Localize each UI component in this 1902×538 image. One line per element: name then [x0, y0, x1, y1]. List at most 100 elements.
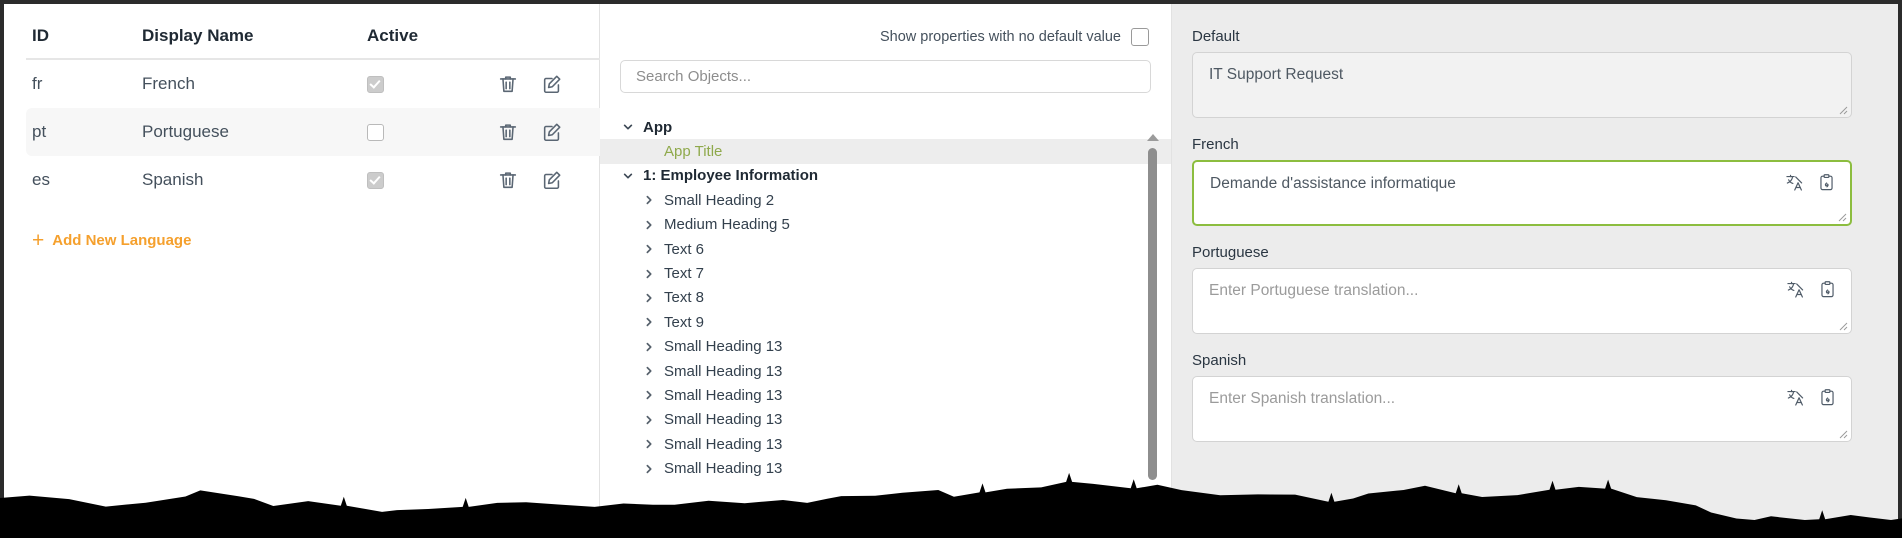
tree-item[interactable]: Small Heading 13: [600, 383, 1171, 407]
table-header: ID Display Name Active: [26, 22, 627, 60]
scrollbar-thumb[interactable]: [1148, 148, 1157, 480]
add-new-language-button[interactable]: + Add New Language: [26, 230, 579, 251]
chevron-right-icon[interactable]: [642, 389, 655, 401]
tree-item[interactable]: Text 7: [600, 261, 1171, 285]
table-header-row: ID Display Name Active: [26, 22, 627, 60]
field-value: IT Support Request: [1209, 66, 1344, 83]
tree-item[interactable]: Small Heading 13: [600, 359, 1171, 383]
translation-fields-panel: Default IT Support Request French Demande d…: [1172, 4, 1898, 538]
chevron-right-icon[interactable]: [642, 341, 655, 353]
tree-item[interactable]: App: [600, 115, 1171, 139]
trash-icon[interactable]: [497, 121, 519, 143]
chevron-right-icon[interactable]: [642, 194, 655, 206]
plus-icon: +: [32, 229, 45, 252]
table-row[interactable]: fr French: [26, 59, 627, 108]
cell-active: [367, 59, 497, 108]
translation-textarea[interactable]: Demande d'assistance informatique: [1192, 160, 1852, 226]
field-placeholder: Enter Portuguese translation...: [1209, 282, 1419, 299]
tree-item-label: Text 7: [664, 265, 705, 283]
tree-item[interactable]: Text 8: [600, 286, 1171, 310]
chevron-right-icon[interactable]: [642, 414, 655, 426]
search-input[interactable]: [634, 67, 1137, 86]
tree-item[interactable]: Small Heading 13: [600, 335, 1171, 359]
chevron-right-icon[interactable]: [642, 219, 655, 231]
show-properties-checkbox[interactable]: [1131, 28, 1149, 46]
chevron-down-icon[interactable]: [621, 170, 634, 182]
trash-icon[interactable]: [497, 169, 519, 191]
resize-grip-icon[interactable]: [1835, 210, 1847, 222]
chevron-right-icon[interactable]: [642, 243, 655, 255]
languages-table: ID Display Name Active fr French pt Portugu…: [26, 22, 627, 204]
clipboard-paste-icon[interactable]: [1818, 280, 1837, 299]
field-label: Default: [1192, 28, 1240, 45]
trash-icon[interactable]: [497, 73, 519, 95]
search-objects-box[interactable]: [620, 60, 1151, 93]
object-tree[interactable]: App App Title 1: Employee Information Small…: [600, 115, 1171, 487]
cell-id: es: [32, 170, 50, 189]
tree-item[interactable]: Small Heading 13: [600, 456, 1171, 480]
scroll-up-arrow-icon[interactable]: [1147, 134, 1159, 141]
cell-actions: [497, 156, 627, 204]
edit-square-icon[interactable]: [541, 73, 563, 95]
cell-active: [367, 108, 497, 156]
column-header-id: ID: [26, 22, 142, 60]
tree-item-label: App Title: [664, 143, 723, 161]
chevron-right-icon[interactable]: [642, 365, 655, 377]
object-tree-panel: Show properties with no default value Ap…: [600, 4, 1172, 538]
translate-icon[interactable]: [1786, 280, 1805, 299]
field-label: Portuguese: [1192, 244, 1269, 261]
cell-display-name: Spanish: [142, 170, 204, 189]
resize-grip-icon[interactable]: [1836, 319, 1848, 331]
translation-field-french: French Demande d'assistance informatique: [1192, 136, 1852, 226]
tree-item-label: Text 9: [664, 313, 705, 331]
tree-item-label: 1: Employee Information: [643, 167, 819, 185]
translation-textarea[interactable]: Enter Portuguese translation...: [1192, 268, 1852, 334]
tree-item-label: Small Heading 13: [664, 338, 783, 356]
edit-square-icon[interactable]: [541, 121, 563, 143]
tree-item-label: Small Heading 13: [664, 386, 783, 404]
tree-scrollbar[interactable]: [1147, 134, 1159, 484]
table-row[interactable]: es Spanish: [26, 156, 627, 204]
translate-icon[interactable]: [1785, 173, 1804, 192]
tree-item[interactable]: Text 9: [600, 310, 1171, 334]
tree-item[interactable]: App Title: [600, 139, 1171, 164]
show-properties-row: Show properties with no default value: [600, 28, 1171, 46]
resize-grip-icon[interactable]: [1836, 103, 1848, 115]
chevron-right-icon[interactable]: [642, 292, 655, 304]
column-header-display-name: Display Name: [142, 22, 367, 60]
tree-item[interactable]: Small Heading 2: [600, 188, 1171, 212]
add-new-language-label: Add New Language: [52, 232, 192, 249]
translation-textarea[interactable]: Enter Spanish translation...: [1192, 376, 1852, 442]
field-placeholder: Enter Spanish translation...: [1209, 390, 1396, 407]
tree-item-label: Small Heading 13: [664, 411, 783, 429]
tree-item[interactable]: Small Heading 13: [600, 432, 1171, 456]
table-row[interactable]: pt Portuguese: [26, 108, 627, 156]
field-label: Spanish: [1192, 352, 1247, 369]
resize-grip-icon[interactable]: [1836, 427, 1848, 439]
table-body: fr French pt Portuguese es Spanish: [26, 59, 627, 204]
chevron-right-icon[interactable]: [642, 438, 655, 450]
cell-actions: [497, 59, 627, 108]
languages-panel: ID Display Name Active fr French pt Portugu…: [4, 4, 627, 538]
active-checkbox[interactable]: [367, 172, 384, 190]
clipboard-paste-icon[interactable]: [1818, 388, 1837, 407]
tree-item-label: Small Heading 2: [664, 191, 775, 209]
translation-field-default: Default IT Support Request: [1192, 28, 1852, 118]
tree-item[interactable]: Small Heading 13: [600, 408, 1171, 432]
chevron-right-icon[interactable]: [642, 316, 655, 328]
chevron-down-icon[interactable]: [621, 121, 634, 133]
edit-square-icon[interactable]: [541, 169, 563, 191]
active-checkbox[interactable]: [367, 76, 384, 94]
tree-item[interactable]: Text 6: [600, 237, 1171, 261]
translate-icon[interactable]: [1786, 388, 1805, 407]
tree-item[interactable]: Medium Heading 5: [600, 213, 1171, 237]
clipboard-paste-icon[interactable]: [1817, 173, 1836, 192]
tree-item[interactable]: 1: Employee Information: [600, 164, 1171, 188]
tree-item-label: Small Heading 13: [664, 362, 783, 380]
tree-item[interactable]: Medium Heading 20: [600, 481, 1171, 487]
chevron-right-icon[interactable]: [642, 268, 655, 280]
active-checkbox[interactable]: [367, 124, 384, 142]
chevron-right-icon[interactable]: [642, 463, 655, 475]
show-properties-label: Show properties with no default value: [879, 29, 1121, 45]
